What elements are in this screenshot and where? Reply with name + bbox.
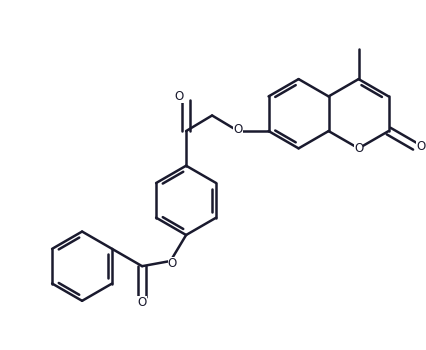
Text: O: O [167, 257, 177, 270]
Text: O: O [174, 90, 184, 103]
Text: O: O [138, 296, 147, 309]
Text: O: O [416, 140, 426, 153]
Text: O: O [354, 142, 363, 155]
Text: O: O [233, 123, 243, 136]
